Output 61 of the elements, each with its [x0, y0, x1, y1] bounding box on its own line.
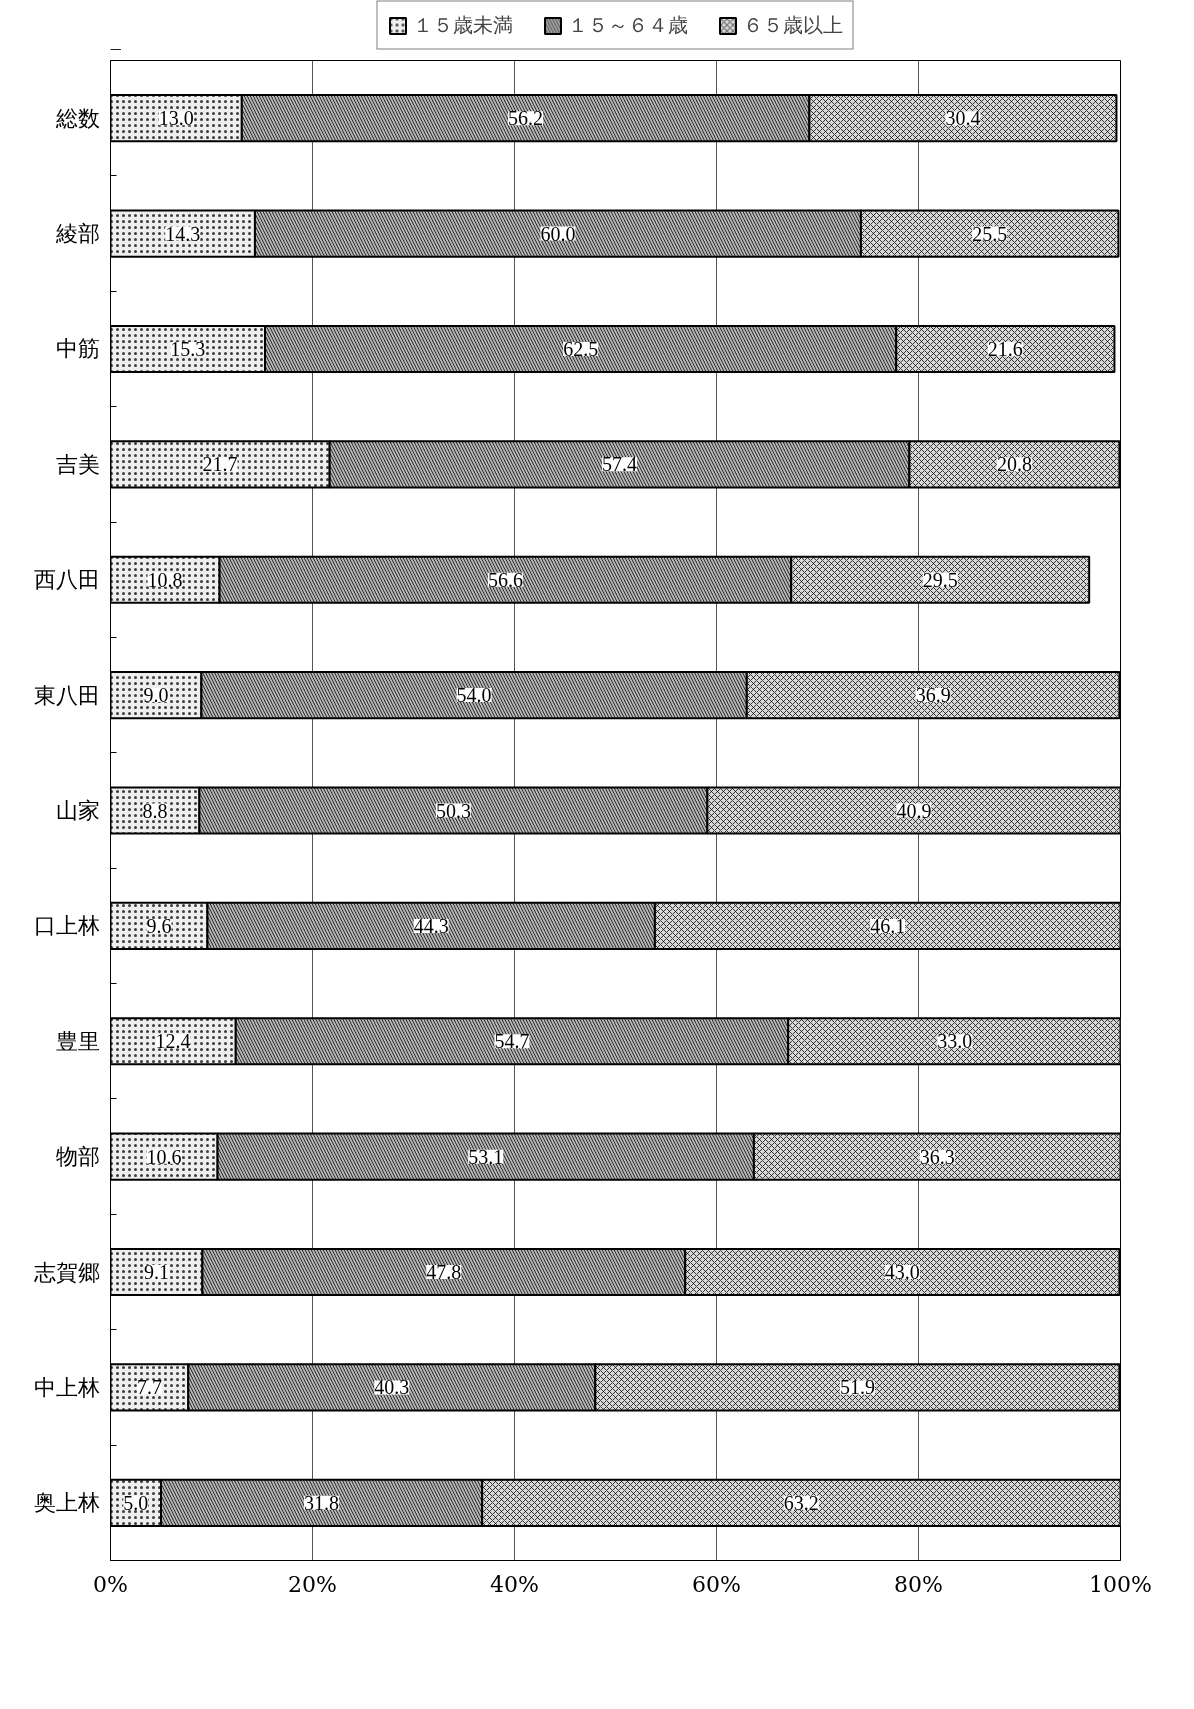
data-label: 29.5 — [922, 568, 958, 591]
data-label: 10.8 — [147, 568, 183, 591]
y-tick-label: 吉美 — [55, 451, 100, 477]
y-tick-label: 山家 — [55, 798, 100, 823]
data-label: 43.0 — [884, 1261, 920, 1284]
x-tick-label: 80% — [894, 1571, 943, 1597]
data-label: 47.8 — [426, 1261, 462, 1284]
legend-label: １５～６４歳 — [567, 11, 688, 39]
y-tick-label: 東八田 — [33, 682, 100, 708]
data-label: 12.4 — [155, 1030, 191, 1053]
data-label: 62.5 — [563, 337, 599, 360]
data-label: 9.6 — [146, 914, 172, 937]
data-label: 7.7 — [136, 1376, 162, 1399]
data-label: 53.1 — [468, 1145, 504, 1168]
y-tick-label: 綾部 — [54, 221, 100, 247]
y-tick-label: 物部 — [55, 1144, 100, 1170]
x-tick-label: 0% — [93, 1571, 128, 1597]
data-label: 54.0 — [456, 684, 492, 707]
data-label: 9.0 — [143, 684, 169, 707]
data-label: 20.8 — [996, 453, 1032, 476]
data-label: 40.3 — [374, 1376, 410, 1399]
legend-label: １５歳未満 — [412, 11, 513, 39]
data-label: 60.0 — [540, 222, 576, 245]
y-tick-label: 豊里 — [55, 1028, 100, 1054]
data-label: 56.2 — [508, 107, 544, 130]
x-tick-label: 60% — [692, 1571, 741, 1597]
data-label: 51.9 — [839, 1376, 875, 1399]
data-label: 36.3 — [919, 1145, 955, 1168]
data-label: 63.2 — [783, 1491, 819, 1514]
data-label: 54.7 — [494, 1030, 530, 1053]
data-label: 14.3 — [165, 222, 201, 245]
data-label: 21.7 — [202, 453, 238, 476]
x-tick-label: 40% — [490, 1571, 539, 1597]
data-label: 50.3 — [435, 799, 471, 822]
y-tick-label: 中筋 — [55, 336, 100, 362]
data-label: 33.0 — [937, 1030, 973, 1053]
data-label: 13.0 — [158, 107, 194, 130]
data-label: 21.6 — [987, 337, 1023, 360]
data-label: 31.8 — [304, 1491, 340, 1514]
y-tick-label: 西八田 — [33, 567, 100, 593]
x-tick-label: 20% — [288, 1571, 337, 1597]
data-label: 30.4 — [945, 107, 981, 130]
data-label: 8.8 — [142, 799, 168, 822]
x-tick-label: 100% — [1089, 1571, 1152, 1597]
y-tick-label: 中上林 — [33, 1374, 100, 1400]
y-tick-label: 総数 — [54, 105, 100, 131]
y-tick-label: 志賀郷 — [33, 1259, 100, 1285]
data-label: 15.3 — [170, 337, 206, 360]
data-label: 10.6 — [146, 1145, 182, 1168]
data-label: 25.5 — [972, 222, 1008, 245]
data-label: 56.6 — [487, 568, 523, 591]
data-label: 36.9 — [915, 684, 951, 707]
data-label: 57.4 — [602, 453, 638, 476]
data-label: 46.1 — [870, 914, 906, 937]
legend-label: ６５歳以上 — [742, 11, 843, 39]
y-tick-label: 口上林 — [33, 913, 100, 939]
data-label: 40.9 — [896, 799, 932, 822]
data-label: 9.1 — [143, 1261, 169, 1284]
y-tick-label: 奥上林 — [33, 1490, 100, 1516]
data-label: 44.3 — [413, 914, 449, 937]
data-label: 5.0 — [123, 1491, 149, 1514]
